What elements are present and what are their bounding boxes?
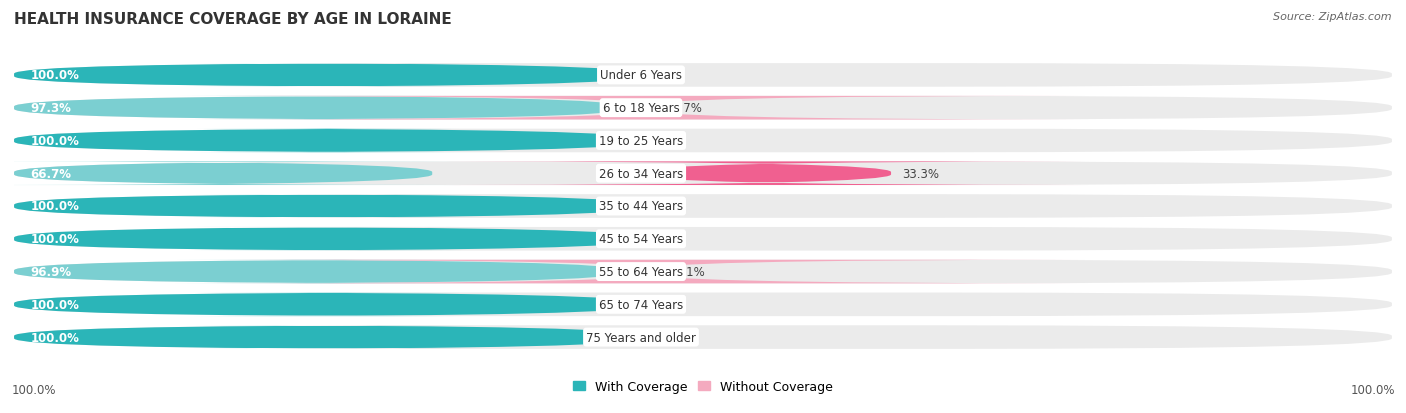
Text: 100.0%: 100.0% [31,233,80,246]
Text: 100.0%: 100.0% [31,69,80,82]
Text: 100.0%: 100.0% [31,298,80,311]
Text: 6 to 18 Years: 6 to 18 Years [603,102,679,115]
Text: 100.0%: 100.0% [31,331,80,344]
FancyBboxPatch shape [0,162,461,185]
FancyBboxPatch shape [14,228,641,251]
FancyBboxPatch shape [215,97,1087,120]
FancyBboxPatch shape [14,195,1392,218]
Text: 100.0%: 100.0% [11,384,56,396]
FancyBboxPatch shape [14,64,641,88]
FancyBboxPatch shape [14,97,624,120]
Text: 55 to 64 Years: 55 to 64 Years [599,266,683,278]
FancyBboxPatch shape [14,260,1392,284]
Text: HEALTH INSURANCE COVERAGE BY AGE IN LORAINE: HEALTH INSURANCE COVERAGE BY AGE IN LORA… [14,12,451,27]
Text: 2.7%: 2.7% [672,102,702,115]
FancyBboxPatch shape [14,325,1392,349]
FancyBboxPatch shape [14,325,641,349]
FancyBboxPatch shape [14,195,641,218]
Text: 45 to 54 Years: 45 to 54 Years [599,233,683,246]
Text: 35 to 44 Years: 35 to 44 Years [599,200,683,213]
Text: 100.0%: 100.0% [31,135,80,147]
FancyBboxPatch shape [218,260,1087,284]
FancyBboxPatch shape [14,129,641,153]
Text: 33.3%: 33.3% [903,167,939,180]
FancyBboxPatch shape [444,162,1087,185]
Text: 66.7%: 66.7% [31,167,72,180]
Text: 75 Years and older: 75 Years and older [586,331,696,344]
FancyBboxPatch shape [14,162,1392,185]
Text: 26 to 34 Years: 26 to 34 Years [599,167,683,180]
Text: 97.3%: 97.3% [31,102,72,115]
Text: Under 6 Years: Under 6 Years [600,69,682,82]
FancyBboxPatch shape [14,260,621,284]
Legend: With Coverage, Without Coverage: With Coverage, Without Coverage [568,375,838,398]
Text: 65 to 74 Years: 65 to 74 Years [599,298,683,311]
FancyBboxPatch shape [14,228,1392,251]
FancyBboxPatch shape [14,64,1392,88]
Text: 3.1%: 3.1% [675,266,704,278]
Text: 100.0%: 100.0% [31,200,80,213]
FancyBboxPatch shape [14,293,641,316]
Text: Source: ZipAtlas.com: Source: ZipAtlas.com [1274,12,1392,22]
Text: 96.9%: 96.9% [31,266,72,278]
Text: 19 to 25 Years: 19 to 25 Years [599,135,683,147]
FancyBboxPatch shape [14,129,1392,153]
FancyBboxPatch shape [14,293,1392,316]
Text: 100.0%: 100.0% [1350,384,1395,396]
FancyBboxPatch shape [14,97,1392,120]
